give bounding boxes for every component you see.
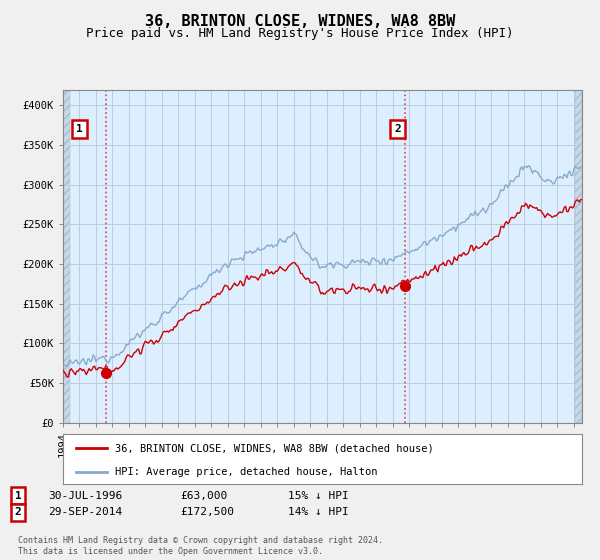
Text: 14% ↓ HPI: 14% ↓ HPI xyxy=(288,507,349,517)
Text: 36, BRINTON CLOSE, WIDNES, WA8 8BW (detached house): 36, BRINTON CLOSE, WIDNES, WA8 8BW (deta… xyxy=(115,443,434,453)
Text: £172,500: £172,500 xyxy=(180,507,234,517)
Text: 2: 2 xyxy=(394,124,401,134)
Text: 29-SEP-2014: 29-SEP-2014 xyxy=(48,507,122,517)
Text: 1: 1 xyxy=(14,491,22,501)
Text: 2: 2 xyxy=(14,507,22,517)
Text: 1: 1 xyxy=(76,124,83,134)
Text: 15% ↓ HPI: 15% ↓ HPI xyxy=(288,491,349,501)
Text: HPI: Average price, detached house, Halton: HPI: Average price, detached house, Halt… xyxy=(115,467,377,477)
Text: 30-JUL-1996: 30-JUL-1996 xyxy=(48,491,122,501)
Text: Contains HM Land Registry data © Crown copyright and database right 2024.
This d: Contains HM Land Registry data © Crown c… xyxy=(18,536,383,556)
Text: 36, BRINTON CLOSE, WIDNES, WA8 8BW: 36, BRINTON CLOSE, WIDNES, WA8 8BW xyxy=(145,14,455,29)
Text: Price paid vs. HM Land Registry's House Price Index (HPI): Price paid vs. HM Land Registry's House … xyxy=(86,27,514,40)
Text: £63,000: £63,000 xyxy=(180,491,227,501)
